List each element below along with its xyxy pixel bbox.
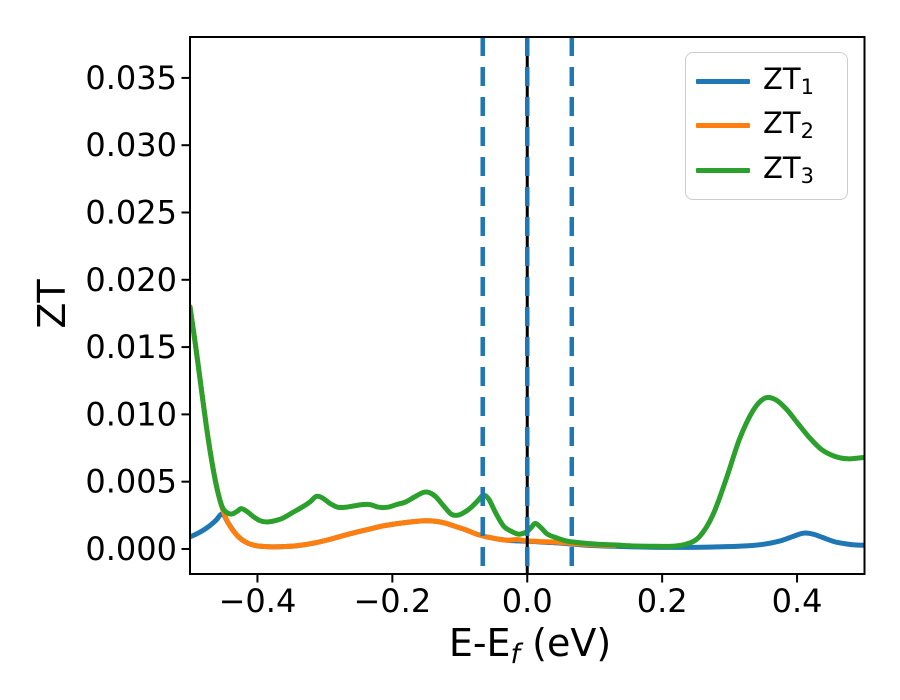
legend: ZT1 ZT2 ZT3 <box>685 52 848 200</box>
y-tick-label: 0.020 <box>85 261 177 299</box>
curve-zt3 <box>190 304 865 549</box>
legend-item-zt3: ZT3 <box>696 154 837 187</box>
x-axis-label-subscript: f <box>510 639 521 670</box>
x-tick-label: 0.0 <box>502 582 553 620</box>
y-tick-label: 0.030 <box>85 126 177 164</box>
x-tick-label: 0.4 <box>772 582 823 620</box>
y-tick-label: 0.005 <box>85 463 177 501</box>
y-tick-label: 0.015 <box>85 328 177 366</box>
x-tick-label: 0.2 <box>637 582 688 620</box>
x-tick-label: −0.2 <box>353 582 431 620</box>
y-tick-label: 0.000 <box>85 530 177 568</box>
legend-label-zt3: ZT3 <box>763 151 814 189</box>
legend-label-zt1: ZT1 <box>763 61 814 99</box>
legend-line-zt1 <box>696 78 750 84</box>
y-tick-label: 0.025 <box>85 194 177 232</box>
legend-item-zt1: ZT1 <box>696 61 837 99</box>
curve-zt2 <box>190 304 618 550</box>
y-tick-label: 0.010 <box>85 395 177 433</box>
x-axis-label-main: E-E <box>448 621 511 665</box>
legend-label-zt2: ZT2 <box>763 106 814 144</box>
y-axis-label: ZT <box>30 279 74 329</box>
x-tick-label: −0.4 <box>219 582 297 620</box>
legend-line-zt3 <box>696 168 750 174</box>
x-axis-label-unit: (eV) <box>520 621 612 665</box>
legend-item-zt2: ZT2 <box>696 109 837 142</box>
legend-line-zt2 <box>696 123 750 129</box>
y-tick-label: 0.035 <box>85 59 177 97</box>
curves-group <box>190 304 865 550</box>
x-axis-label: E-Ef (eV) <box>330 620 730 678</box>
